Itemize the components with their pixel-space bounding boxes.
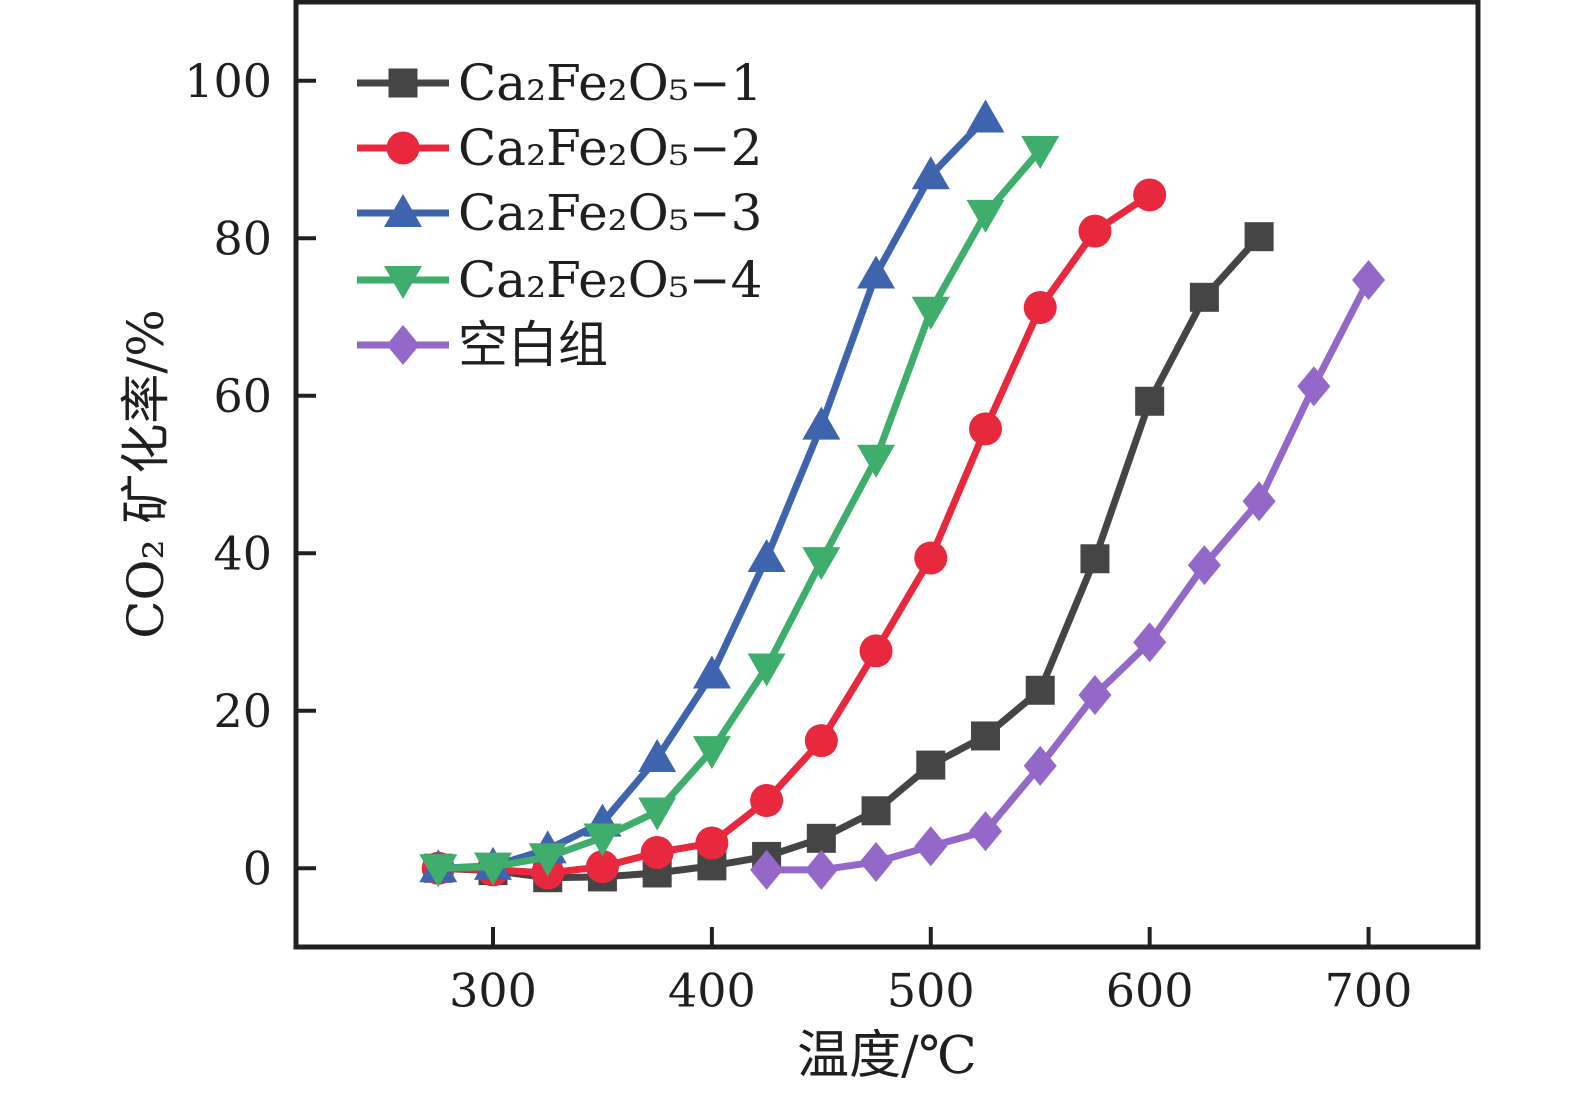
data-point-marker <box>1080 544 1110 574</box>
legend-label: Ca₂Fe₂O₅−3 <box>458 184 762 242</box>
data-point-marker <box>528 843 567 877</box>
data-point-marker <box>802 406 841 440</box>
data-point-marker <box>911 156 950 190</box>
x-tick-label: 400 <box>668 963 756 1017</box>
data-point-marker <box>806 823 836 853</box>
y-tick-label: 80 <box>213 211 272 265</box>
data-point-marker <box>859 634 893 668</box>
data-point-marker <box>969 412 1002 446</box>
data-point-marker <box>1352 259 1386 300</box>
y-axis-label: CO₂ 矿化率/% <box>117 309 175 639</box>
x-tick-label: 600 <box>1106 963 1194 1017</box>
series-2 <box>421 178 1167 890</box>
series-line <box>763 276 1373 874</box>
plot-frame <box>293 0 1481 950</box>
data-point-marker <box>419 854 458 888</box>
data-point-marker <box>583 823 622 857</box>
data-point-marker <box>804 849 838 890</box>
data-point-marker <box>1189 282 1219 312</box>
data-point-marker <box>914 541 948 575</box>
data-point-marker <box>1021 136 1060 170</box>
y-tick-label: 100 <box>184 54 272 108</box>
series-4 <box>419 136 1060 888</box>
data-point-marker <box>1135 386 1165 416</box>
data-point-marker <box>585 850 619 884</box>
data-point-marker <box>384 194 422 227</box>
series-line <box>434 233 1263 882</box>
data-point-marker <box>386 131 420 165</box>
legend-item-2: Ca₂Fe₂O₅−2 <box>357 119 762 177</box>
data-point-marker <box>966 199 1005 233</box>
x-axis-label: 温度/℃ <box>797 1026 977 1086</box>
data-point-marker <box>747 538 786 572</box>
legend-label: Ca₂Fe₂O₅−4 <box>458 251 762 309</box>
legend: Ca₂Fe₂O₅−1 Ca₂Fe₂O₅−2 Ca₂Fe₂O₅−3 Ca₂Fe₂O₅−4… <box>357 54 762 374</box>
data-point-marker <box>861 796 891 826</box>
data-point-marker <box>638 797 677 831</box>
legend-label: 空白组 <box>458 316 608 374</box>
data-point-marker <box>750 849 784 890</box>
data-point-marker <box>1187 545 1221 586</box>
data-point-marker <box>692 736 731 770</box>
data-point-marker <box>971 721 1000 751</box>
x-tick-label: 300 <box>449 963 537 1017</box>
legend-label: Ca₂Fe₂O₅−2 <box>458 119 762 177</box>
data-point-marker <box>640 836 674 869</box>
data-point-marker <box>1242 481 1276 522</box>
data-point-marker <box>1023 291 1057 325</box>
data-point-marker <box>695 826 729 860</box>
y-tick-label: 40 <box>213 526 272 580</box>
data-point-marker <box>914 826 948 867</box>
data-point-marker <box>1297 366 1331 407</box>
data-point-marker <box>386 325 420 365</box>
x-tick-label: 700 <box>1325 963 1413 1017</box>
data-point-marker <box>388 68 418 98</box>
data-point-marker <box>916 750 946 780</box>
data-point-marker <box>692 655 731 689</box>
data-point-marker <box>1023 745 1057 786</box>
legend-label: Ca₂Fe₂O₅−1 <box>458 54 762 112</box>
y-tick-label: 60 <box>213 369 272 423</box>
data-point-marker <box>1244 222 1274 252</box>
data-point-marker <box>638 739 677 772</box>
legend-item-4: Ca₂Fe₂O₅−4 <box>357 251 762 309</box>
data-point-marker <box>804 724 838 758</box>
data-point-marker <box>747 653 786 687</box>
series-5 <box>750 259 1386 890</box>
legend-item-5: 空白组 <box>357 316 608 374</box>
legend-item-3: Ca₂Fe₂O₅−3 <box>357 184 762 242</box>
legend-item-1: Ca₂Fe₂O₅−1 <box>357 54 762 112</box>
data-point-marker <box>859 841 893 882</box>
data-point-marker <box>857 255 896 289</box>
y-tick-label: 0 <box>243 841 272 895</box>
data-point-marker <box>1078 214 1112 248</box>
data-point-marker <box>384 266 422 299</box>
y-tick-label: 20 <box>213 684 272 738</box>
data-point-marker <box>750 784 784 818</box>
data-point-marker <box>474 852 512 886</box>
data-point-marker <box>802 547 841 581</box>
data-point-marker <box>1078 675 1112 715</box>
data-point-marker <box>966 99 1005 133</box>
x-tick-label: 500 <box>887 963 975 1017</box>
data-point-marker <box>1025 675 1055 705</box>
data-point-marker <box>911 296 950 330</box>
data-point-marker <box>969 811 1002 852</box>
data-point-marker <box>1133 178 1167 212</box>
data-point-marker <box>857 444 896 478</box>
data-point-marker <box>1133 622 1167 663</box>
